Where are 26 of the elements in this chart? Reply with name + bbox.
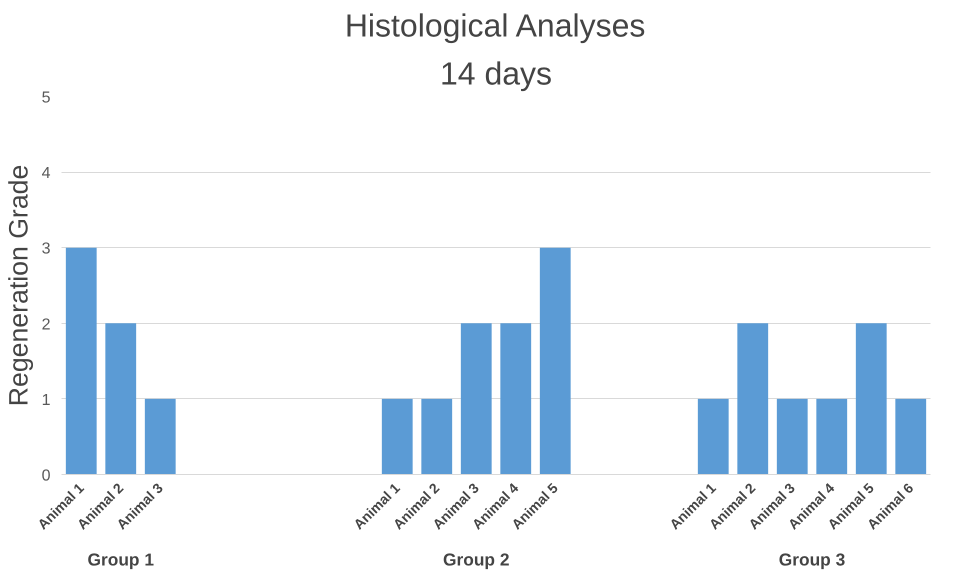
bar [698,398,729,474]
bar [895,398,926,474]
y-axis-title: Regeneration Grade [4,164,34,406]
chart-subtitle: 14 days [440,56,552,92]
bar [382,398,413,474]
bar [460,323,492,474]
bar [816,398,848,474]
y-tick-label: 4 [42,165,51,182]
y-tick-label: 2 [42,316,51,334]
y-tick-label: 5 [42,90,51,106]
y-tick-label: 0 [42,468,51,484]
bar [500,323,532,474]
bar [856,323,887,474]
bar [66,248,97,474]
bar [105,323,136,474]
bar [540,248,571,474]
bar [421,398,452,474]
text: Group 2 [443,550,510,570]
y-tick-label: 3 [42,240,51,258]
text: Group 1 [88,550,154,570]
bar [776,398,808,474]
chart-title: Histological Analyses [344,8,646,44]
y-tick-label: 1 [42,392,51,409]
bar [737,323,768,474]
text: Group 3 [778,550,846,570]
bar [144,398,176,474]
